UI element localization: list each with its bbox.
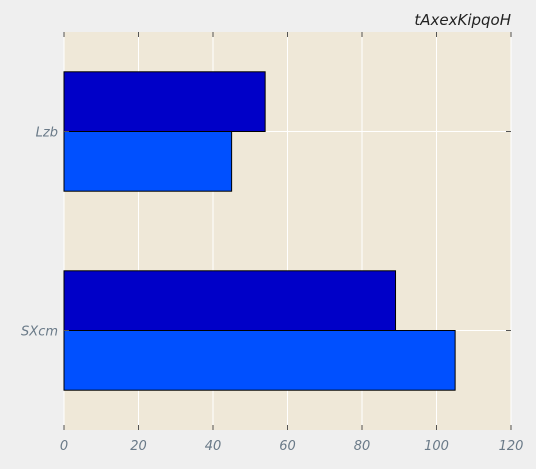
bars bbox=[63, 71, 456, 391]
chart-title: tAxexKipqoH bbox=[414, 11, 511, 29]
x-tick-label: 20 bbox=[130, 439, 147, 454]
x-tick-label: 80 bbox=[354, 439, 371, 454]
bar-series-2-lzb bbox=[63, 71, 266, 133]
x-tick-label: 40 bbox=[205, 439, 222, 454]
x-tick-label: 60 bbox=[279, 439, 296, 454]
y-tick-label: SXcm bbox=[21, 325, 58, 340]
ticks: 0 20 40 60 80 100 120 SXcm Lzb bbox=[21, 32, 523, 454]
bar-series-1-sxcm bbox=[63, 330, 456, 391]
x-tick-label: 120 bbox=[499, 439, 524, 454]
bar-series-2-sxcm bbox=[63, 270, 397, 331]
x-tick-label: 0 bbox=[60, 439, 68, 454]
x-tick-label: 100 bbox=[424, 439, 449, 454]
y-tick-label: Lzb bbox=[36, 126, 58, 141]
bar-series-1-lzb bbox=[63, 131, 233, 192]
